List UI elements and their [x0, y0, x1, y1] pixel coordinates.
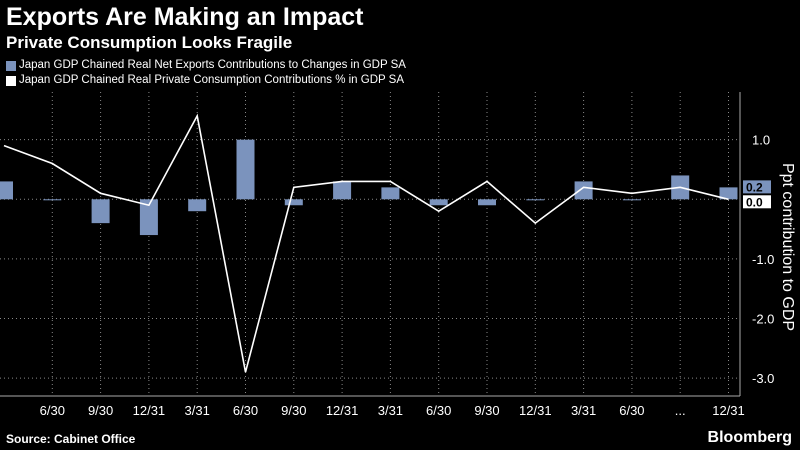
x-tick-label: 3/31 — [571, 403, 596, 418]
bar — [381, 187, 400, 200]
y-tick-label: -2.0 — [752, 312, 774, 327]
y-tick-label: -1.0 — [752, 252, 774, 267]
x-tick-label: 3/31 — [185, 403, 210, 418]
end-label-line: 0.0 — [746, 195, 763, 209]
end-label-bar-box — [743, 180, 771, 194]
bar — [43, 199, 62, 201]
bar — [333, 181, 352, 200]
bar — [429, 199, 448, 206]
y-tick-label: 1.0 — [752, 133, 770, 148]
x-tick-label: 12/31 — [133, 403, 166, 418]
legend-swatch-bar — [6, 60, 16, 71]
bar — [188, 199, 207, 212]
x-tick-label: 6/30 — [426, 403, 451, 418]
x-tick-label: 9/30 — [88, 403, 113, 418]
bar — [574, 181, 593, 200]
x-tick-label: ... — [675, 403, 686, 418]
y-axis-label: Ppt contribution to GDP — [779, 163, 796, 331]
source-note: Source: Cabinet Office — [6, 432, 136, 446]
line-layer — [3, 113, 729, 373]
legend-swatch-line — [6, 75, 16, 86]
x-tick-label: 12/31 — [326, 403, 359, 418]
legend-label-private-consumption: Japan GDP Chained Real Private Consumpti… — [19, 74, 405, 86]
x-tick-label: 12/31 — [519, 403, 552, 418]
x-tick-label: 6/30 — [233, 403, 258, 418]
bar — [526, 199, 545, 201]
bloomberg-logo: Bloomberg — [707, 429, 792, 446]
bar — [719, 187, 738, 200]
legend-item-net-exports: Japan GDP Chained Real Net Exports Contr… — [6, 58, 406, 73]
x-tick-label: 12/31 — [712, 403, 745, 418]
y-tick-label: -3.0 — [752, 371, 774, 386]
grid-layer — [0, 92, 740, 396]
bar — [0, 181, 13, 200]
x-tick-label: 9/30 — [474, 403, 499, 418]
end-label-bar: 0.2 — [746, 180, 763, 194]
x-tick-label: 9/30 — [281, 403, 306, 418]
x-tick-label: 6/30 — [40, 403, 65, 418]
chart-title: Exports Are Making an Impact — [6, 3, 364, 31]
end-label-line-box — [743, 195, 771, 209]
bar — [139, 199, 158, 236]
axis-layer: 1.0 0.0 -1.0 -2.0 -3.0 6/30 9/30 12/31 3/31 6/30 9… — [0, 92, 774, 418]
bar — [236, 139, 255, 200]
legend-item-private-consumption: Japan GDP Chained Real Private Consumpti… — [6, 73, 406, 88]
bar — [622, 199, 641, 201]
legend-label-net-exports: Japan GDP Chained Real Net Exports Contr… — [19, 59, 406, 71]
bar — [91, 199, 110, 224]
consumption-line — [3, 113, 729, 373]
bar — [478, 199, 496, 206]
legend: Japan GDP Chained Real Net Exports Contr… — [6, 58, 406, 88]
bar — [284, 199, 303, 206]
chart-subtitle: Private Consumption Looks Fragile — [6, 33, 293, 52]
bar-layer — [0, 139, 738, 236]
x-tick-label: 6/30 — [619, 403, 644, 418]
x-tick-label: 3/31 — [378, 403, 403, 418]
